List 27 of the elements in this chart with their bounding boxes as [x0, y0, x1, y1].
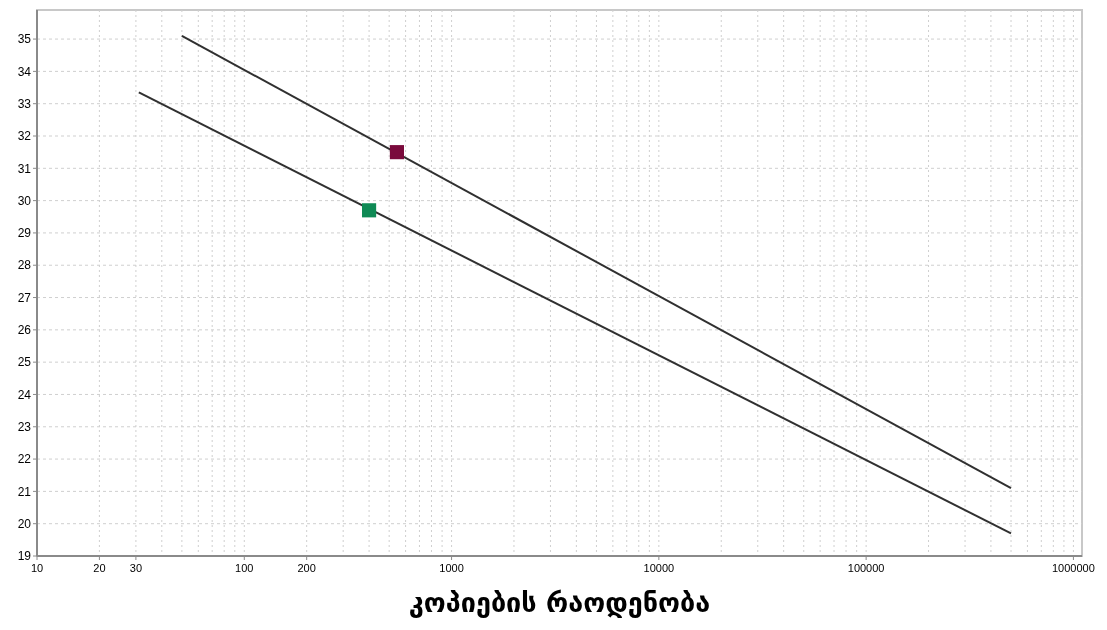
- y-tick-label: 22: [17, 452, 32, 467]
- y-tick-label: 33: [17, 96, 32, 111]
- y-tick-label: 35: [17, 32, 32, 47]
- x-tick-label: 20: [93, 562, 106, 574]
- y-tick-label: 30: [17, 193, 32, 208]
- y-tick-label: 34: [17, 64, 32, 79]
- x-tick-label: 1000000: [1052, 562, 1095, 574]
- x-tick-label: 200: [297, 562, 316, 574]
- x-tick-label: 10: [30, 562, 44, 574]
- x-tick-label: 1000: [439, 562, 464, 574]
- y-tick-label: 19: [17, 549, 32, 564]
- x-tick-label: 30: [129, 562, 143, 574]
- y-tick-label: 31: [17, 161, 32, 176]
- x-tick-label: 100: [235, 562, 254, 574]
- y-tick-label: 25: [17, 355, 32, 370]
- y-tick-label: 23: [17, 419, 32, 434]
- y-tick-label: 27: [17, 290, 32, 305]
- y-tick-label: 32: [17, 129, 32, 144]
- y-tick-label: 29: [17, 226, 32, 241]
- x-tick-label: 10000: [643, 562, 675, 574]
- y-tick-label: 28: [17, 258, 32, 273]
- x-tick-label: 100000: [847, 562, 885, 574]
- y-tick-label: 20: [17, 516, 32, 531]
- y-tick-label: 24: [17, 387, 32, 402]
- x-axis-title: კოპიების რაოდენობა: [408, 587, 711, 618]
- y-tick-label: 21: [17, 484, 32, 499]
- y-tick-label: 26: [17, 323, 32, 338]
